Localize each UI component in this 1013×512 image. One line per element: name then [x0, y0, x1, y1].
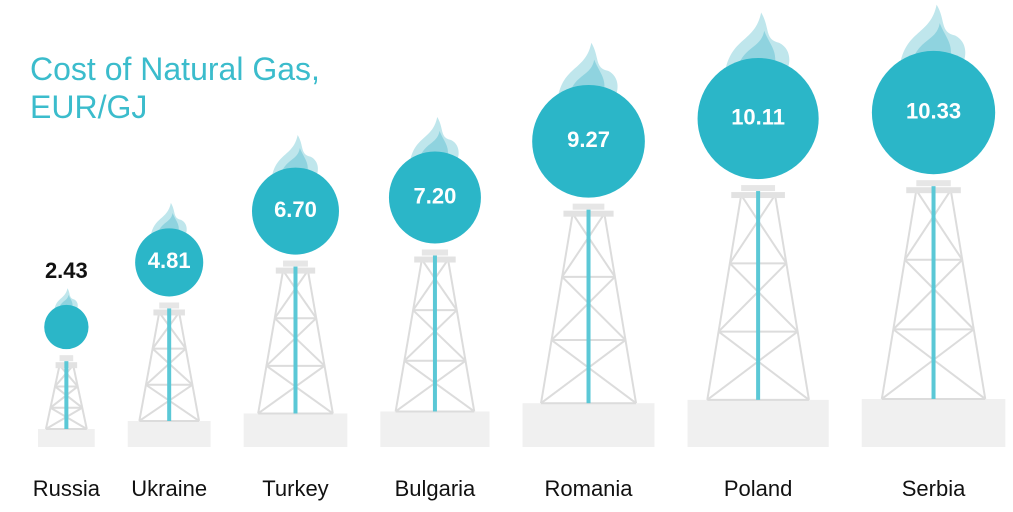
derrick-pole	[293, 267, 297, 414]
derrick-strut	[396, 260, 422, 412]
derrick-strut	[258, 271, 283, 414]
category-label: Serbia	[902, 476, 966, 501]
derrick	[862, 180, 1006, 447]
derrick-strut	[73, 365, 87, 429]
derrick-cap	[159, 302, 179, 308]
value-label: 4.81	[148, 248, 191, 273]
category-label: Bulgaria	[395, 476, 476, 501]
derrick-strut	[396, 361, 466, 412]
derrick-strut	[905, 190, 951, 260]
derrick-strut	[882, 190, 916, 399]
derrick-base	[523, 403, 655, 447]
derrick-pole	[64, 361, 68, 429]
derrick-base	[862, 399, 1006, 447]
derrick-strut	[951, 190, 985, 399]
derrick-strut	[719, 332, 809, 400]
derrick-strut	[741, 195, 786, 263]
derrick	[523, 204, 655, 447]
derrick	[380, 250, 489, 447]
derrick-pole	[756, 191, 760, 400]
derrick-strut	[46, 365, 60, 429]
derrick-strut	[707, 195, 741, 400]
derrick-strut	[404, 361, 474, 412]
derrick-strut	[730, 195, 775, 263]
derrick-strut	[139, 385, 192, 421]
derrick-cap	[283, 261, 308, 267]
derrick-base	[128, 421, 211, 447]
gas-bubble	[44, 305, 88, 349]
derrick-strut	[258, 366, 324, 414]
derrick-pole	[932, 186, 936, 399]
category-label: Russia	[33, 476, 101, 501]
derrick-strut	[707, 332, 797, 400]
derrick-cap	[916, 180, 950, 186]
derrick-cap	[60, 355, 74, 361]
category-label: Turkey	[262, 476, 328, 501]
value-label: 10.33	[906, 98, 961, 123]
value-label: 7.20	[414, 183, 457, 208]
derrick-pole	[587, 210, 591, 404]
derrick-cap	[573, 204, 605, 210]
category-label: Ukraine	[131, 476, 207, 501]
chart-title: Cost of Natural Gas, EUR/GJ	[30, 50, 350, 126]
derrick-strut	[562, 214, 604, 277]
derrick-pole	[433, 256, 437, 412]
derrick	[128, 302, 211, 447]
derrick-strut	[266, 366, 332, 414]
derrick-strut	[50, 408, 86, 429]
value-label: 6.70	[274, 197, 317, 222]
category-label: Poland	[724, 476, 793, 501]
derrick-base	[380, 411, 489, 447]
derrick-strut	[552, 340, 636, 403]
derrick-strut	[775, 195, 809, 400]
derrick	[688, 185, 829, 447]
derrick-strut	[46, 408, 82, 429]
derrick-strut	[893, 329, 985, 399]
derrick-strut	[448, 260, 474, 412]
derrick-base	[244, 413, 348, 447]
derrick-cap	[741, 185, 775, 191]
value-label: 10.11	[731, 104, 785, 129]
derrick-base	[38, 429, 95, 447]
derrick-strut	[179, 312, 199, 421]
category-label: Romania	[545, 476, 634, 501]
derrick-strut	[604, 214, 636, 404]
derrick	[38, 355, 95, 447]
value-label: 9.27	[567, 127, 610, 152]
derrick-strut	[541, 340, 625, 403]
derrick-strut	[882, 329, 974, 399]
derrick-strut	[541, 214, 573, 404]
derrick	[244, 261, 348, 447]
page: 2.43 Russia 4.81 Ukraine 6.70 Turkey 7.20 Bulga…	[0, 0, 1013, 512]
derrick-strut	[308, 271, 333, 414]
derrick-pole	[167, 308, 171, 421]
value-label: 2.43	[45, 258, 88, 283]
derrick-strut	[146, 385, 199, 421]
derrick-strut	[916, 190, 962, 260]
derrick-cap	[422, 250, 448, 256]
derrick-strut	[573, 214, 615, 277]
derrick-strut	[139, 312, 159, 421]
derrick-base	[688, 400, 829, 447]
